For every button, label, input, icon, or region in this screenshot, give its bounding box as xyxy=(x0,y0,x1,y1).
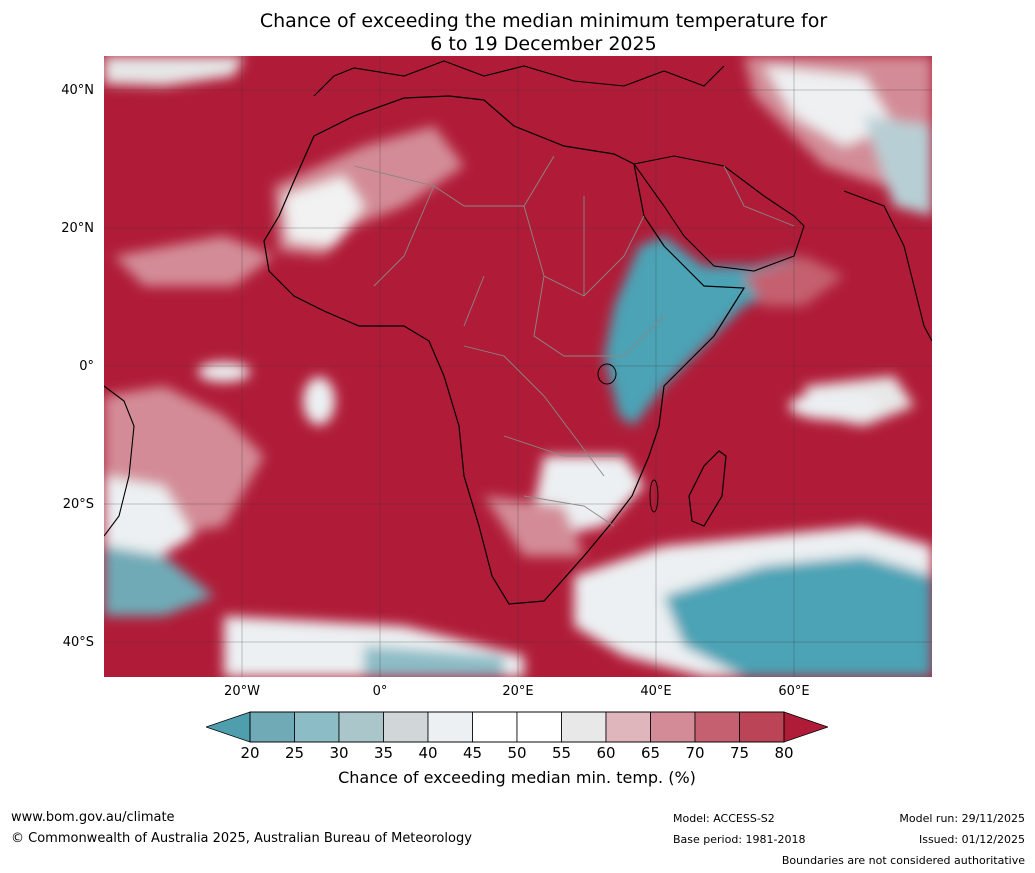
lat-label-20n: 20°N xyxy=(61,221,94,236)
colorbar-cell xyxy=(249,711,295,743)
title-line-1: Chance of exceeding the median minimum t… xyxy=(259,10,828,32)
colorbar-cell xyxy=(694,711,740,743)
probability-shading xyxy=(104,56,932,677)
colorbar xyxy=(206,711,828,743)
footer-base-period: Base period: 1981-2018 xyxy=(673,833,806,846)
colorbar-tick-label: 35 xyxy=(373,744,394,762)
colorbar-tick-label: 20 xyxy=(240,744,260,762)
lat-label-40n: 40°N xyxy=(61,83,94,98)
lat-label-20s: 20°S xyxy=(62,497,94,512)
footer-disclaimer: Boundaries are not considered authoritat… xyxy=(781,854,1025,867)
colorbar-cell xyxy=(650,711,696,743)
lon-label-20e: 20°E xyxy=(502,684,534,699)
colorbar-tick-label: 65 xyxy=(640,744,661,762)
colorbar-cell xyxy=(605,711,651,743)
colorbar-frame xyxy=(249,711,785,743)
colorbar-tick-label: 40 xyxy=(418,744,438,762)
madagascar-coastline xyxy=(688,450,727,527)
south-america-coastline xyxy=(104,385,135,537)
title-line-2: 6 to 19 December 2025 xyxy=(430,33,657,55)
probability-map xyxy=(104,56,932,677)
graticule xyxy=(104,56,932,677)
footer-issued: Issued: 01/12/2025 xyxy=(918,833,1025,846)
lon-label-60e: 60°E xyxy=(778,684,810,699)
lon-label-40e: 40°E xyxy=(640,684,672,699)
lake-malawi xyxy=(649,479,659,513)
colorbar-label: Chance of exceeding median min. temp. (%… xyxy=(338,768,696,787)
colorbar-high-extension xyxy=(783,711,828,743)
footer-website: www.bom.gov.au/climate xyxy=(11,810,175,825)
colorbar-tick-label: 80 xyxy=(774,744,794,762)
colorbar-low-extension xyxy=(206,711,251,743)
africa-coastline xyxy=(263,95,746,605)
footer-copyright: © Commonwealth of Australia 2025, Austra… xyxy=(11,831,472,846)
country-borders xyxy=(353,155,795,527)
map-title: Chance of exceeding the median minimum t… xyxy=(0,10,1035,56)
colorbar-cell xyxy=(383,711,429,743)
colorbar-cell xyxy=(739,711,785,743)
colorbar-cell xyxy=(561,711,607,743)
colorbar-cell xyxy=(516,711,562,743)
colorbar-tick-label: 30 xyxy=(329,744,349,762)
footer-model-run: Model run: 29/11/2025 xyxy=(899,812,1025,825)
colorbar-tick-label: 45 xyxy=(462,744,483,762)
footer-model: Model: ACCESS-S2 xyxy=(673,812,775,825)
arabia-coastline xyxy=(633,155,805,272)
colorbar-tick-label: 70 xyxy=(685,744,705,762)
colorbar-cell xyxy=(472,711,518,743)
colorbar-tick-label: 60 xyxy=(596,744,616,762)
colorbar-tick-label: 25 xyxy=(284,744,305,762)
lat-label-40s: 40°S xyxy=(62,635,94,650)
colorbar-tick-label: 55 xyxy=(551,744,572,762)
europe-coastline xyxy=(313,60,725,97)
lake-victoria xyxy=(597,363,617,385)
colorbar-cell xyxy=(427,711,473,743)
lat-label-0: 0° xyxy=(79,359,94,374)
lon-label-0: 0° xyxy=(372,684,388,699)
india-coastline xyxy=(843,190,932,342)
colorbar-tick-label: 50 xyxy=(507,744,527,762)
colorbar-cell xyxy=(338,711,384,743)
colorbar-tick-label: 75 xyxy=(729,744,750,762)
colorbar-cell xyxy=(294,711,340,743)
lon-label-20w: 20°W xyxy=(224,684,260,699)
map-canvas xyxy=(104,56,932,677)
